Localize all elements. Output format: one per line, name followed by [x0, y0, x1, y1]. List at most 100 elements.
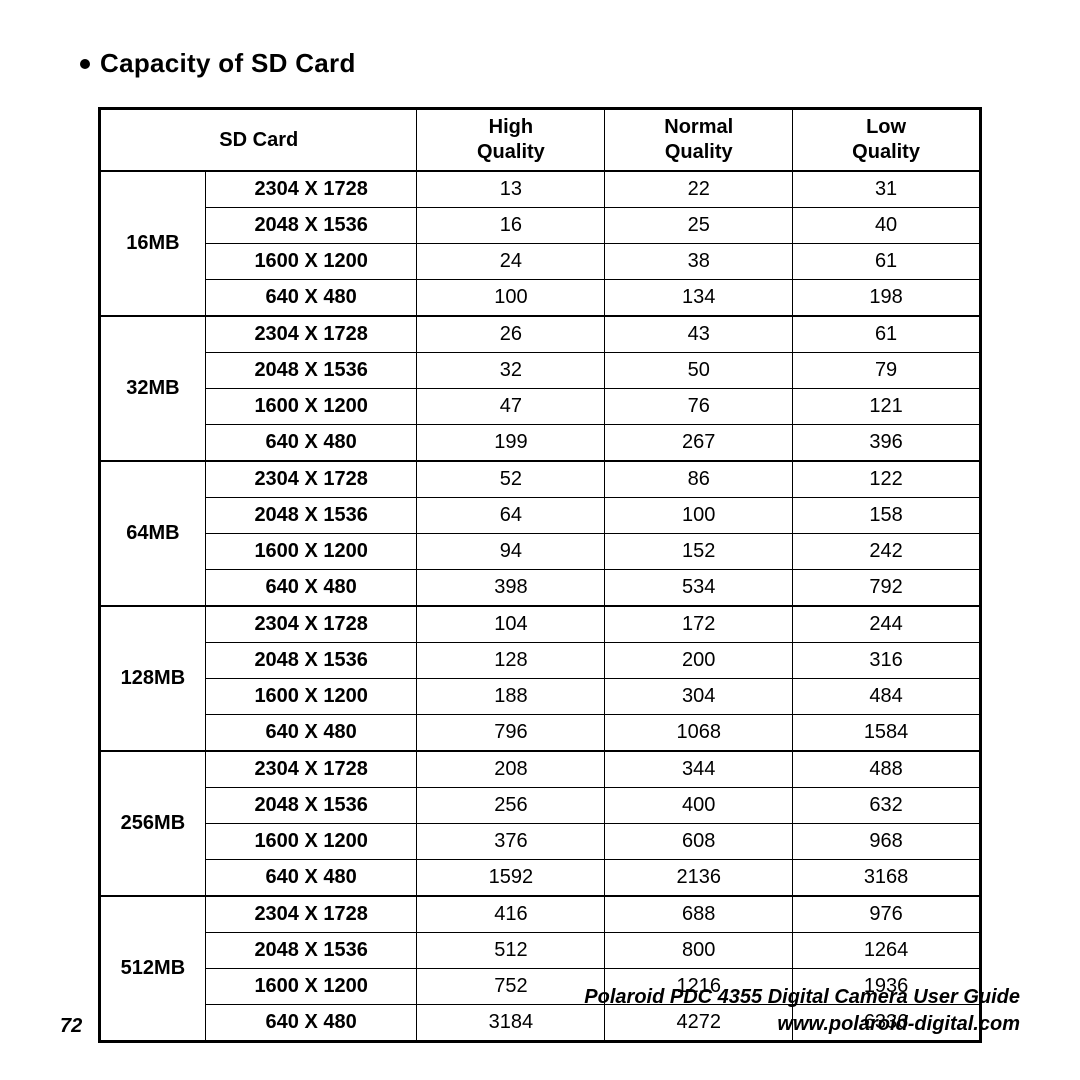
value-cell: 976 — [793, 896, 981, 933]
table-row: 2048 X 1536128200316 — [100, 643, 981, 679]
value-cell: 2136 — [605, 860, 793, 897]
value-cell: 398 — [417, 570, 605, 607]
value-cell: 792 — [793, 570, 981, 607]
value-cell: 25 — [605, 208, 793, 244]
resolution-cell: 2304 X 1728 — [205, 316, 417, 353]
value-cell: 43 — [605, 316, 793, 353]
resolution-cell: 640 X 480 — [205, 425, 417, 462]
value-cell: 38 — [605, 244, 793, 280]
value-cell: 512 — [417, 933, 605, 969]
col-header-normal: Normal Quality — [605, 109, 793, 172]
footer-guide: Polaroid PDC 4355 Digital Camera User Gu… — [584, 984, 1020, 1011]
value-cell: 40 — [793, 208, 981, 244]
resolution-cell: 2304 X 1728 — [205, 606, 417, 643]
value-cell: 152 — [605, 534, 793, 570]
resolution-cell: 1600 X 1200 — [205, 534, 417, 570]
table-row: 640 X 480100134198 — [100, 280, 981, 317]
value-cell: 122 — [793, 461, 981, 498]
table-row: 2048 X 1536162540 — [100, 208, 981, 244]
resolution-cell: 640 X 480 — [205, 570, 417, 607]
value-cell: 26 — [417, 316, 605, 353]
resolution-cell: 2048 X 1536 — [205, 498, 417, 534]
resolution-cell: 1600 X 1200 — [205, 679, 417, 715]
size-cell: 16MB — [100, 171, 206, 316]
value-cell: 400 — [605, 788, 793, 824]
value-cell: 86 — [605, 461, 793, 498]
resolution-cell: 2304 X 1728 — [205, 896, 417, 933]
col-header-normal-l2: Quality — [665, 141, 733, 163]
value-cell: 31 — [793, 171, 981, 208]
col-header-sdcard: SD Card — [100, 109, 417, 172]
table-row: 640 X 48079610681584 — [100, 715, 981, 752]
value-cell: 242 — [793, 534, 981, 570]
value-cell: 198 — [793, 280, 981, 317]
capacity-table: SD Card High Quality Normal Quality Low … — [98, 107, 982, 1043]
table-row: 256MB2304 X 1728208344488 — [100, 751, 981, 788]
value-cell: 94 — [417, 534, 605, 570]
table-row: 1600 X 120094152242 — [100, 534, 981, 570]
value-cell: 100 — [605, 498, 793, 534]
value-cell: 76 — [605, 389, 793, 425]
value-cell: 256 — [417, 788, 605, 824]
value-cell: 796 — [417, 715, 605, 752]
value-cell: 632 — [793, 788, 981, 824]
page-footer: 72 Polaroid PDC 4355 Digital Camera User… — [60, 984, 1020, 1038]
value-cell: 267 — [605, 425, 793, 462]
value-cell: 121 — [793, 389, 981, 425]
value-cell: 199 — [417, 425, 605, 462]
value-cell: 208 — [417, 751, 605, 788]
table-head: SD Card High Quality Normal Quality Low … — [100, 109, 981, 172]
value-cell: 304 — [605, 679, 793, 715]
value-cell: 158 — [793, 498, 981, 534]
size-cell: 32MB — [100, 316, 206, 461]
footer-right: Polaroid PDC 4355 Digital Camera User Gu… — [584, 984, 1020, 1038]
table-row: 1600 X 1200243861 — [100, 244, 981, 280]
value-cell: 32 — [417, 353, 605, 389]
value-cell: 396 — [793, 425, 981, 462]
table-row: 2048 X 153664100158 — [100, 498, 981, 534]
value-cell: 800 — [605, 933, 793, 969]
table-row: 512MB2304 X 1728416688976 — [100, 896, 981, 933]
section-title-row: Capacity of SD Card — [80, 48, 1020, 79]
col-header-high-l2: Quality — [477, 141, 545, 163]
footer-url: www.polaroid-digital.com — [584, 1011, 1020, 1038]
value-cell: 16 — [417, 208, 605, 244]
value-cell: 316 — [793, 643, 981, 679]
size-cell: 256MB — [100, 751, 206, 896]
resolution-cell: 640 X 480 — [205, 860, 417, 897]
resolution-cell: 1600 X 1200 — [205, 244, 417, 280]
value-cell: 608 — [605, 824, 793, 860]
value-cell: 104 — [417, 606, 605, 643]
value-cell: 968 — [793, 824, 981, 860]
table-row: 640 X 480398534792 — [100, 570, 981, 607]
value-cell: 64 — [417, 498, 605, 534]
value-cell: 376 — [417, 824, 605, 860]
size-cell: 64MB — [100, 461, 206, 606]
resolution-cell: 2048 X 1536 — [205, 643, 417, 679]
capacity-table-wrap: SD Card High Quality Normal Quality Low … — [98, 107, 982, 1043]
value-cell: 1264 — [793, 933, 981, 969]
value-cell: 100 — [417, 280, 605, 317]
value-cell: 79 — [793, 353, 981, 389]
value-cell: 3168 — [793, 860, 981, 897]
col-header-low: Low Quality — [793, 109, 981, 172]
value-cell: 24 — [417, 244, 605, 280]
table-row: 2048 X 1536325079 — [100, 353, 981, 389]
size-cell: 128MB — [100, 606, 206, 751]
table-row: 640 X 480199267396 — [100, 425, 981, 462]
table-row: 32MB2304 X 1728264361 — [100, 316, 981, 353]
col-header-high: High Quality — [417, 109, 605, 172]
value-cell: 47 — [417, 389, 605, 425]
value-cell: 534 — [605, 570, 793, 607]
value-cell: 1068 — [605, 715, 793, 752]
table-row: 128MB2304 X 1728104172244 — [100, 606, 981, 643]
resolution-cell: 2048 X 1536 — [205, 353, 417, 389]
table-row: 16MB2304 X 1728132231 — [100, 171, 981, 208]
table-row: 1600 X 12004776121 — [100, 389, 981, 425]
table-body: 16MB2304 X 17281322312048 X 153616254016… — [100, 171, 981, 1042]
resolution-cell: 2304 X 1728 — [205, 461, 417, 498]
page-number: 72 — [60, 1015, 82, 1038]
resolution-cell: 1600 X 1200 — [205, 824, 417, 860]
resolution-cell: 1600 X 1200 — [205, 389, 417, 425]
value-cell: 13 — [417, 171, 605, 208]
